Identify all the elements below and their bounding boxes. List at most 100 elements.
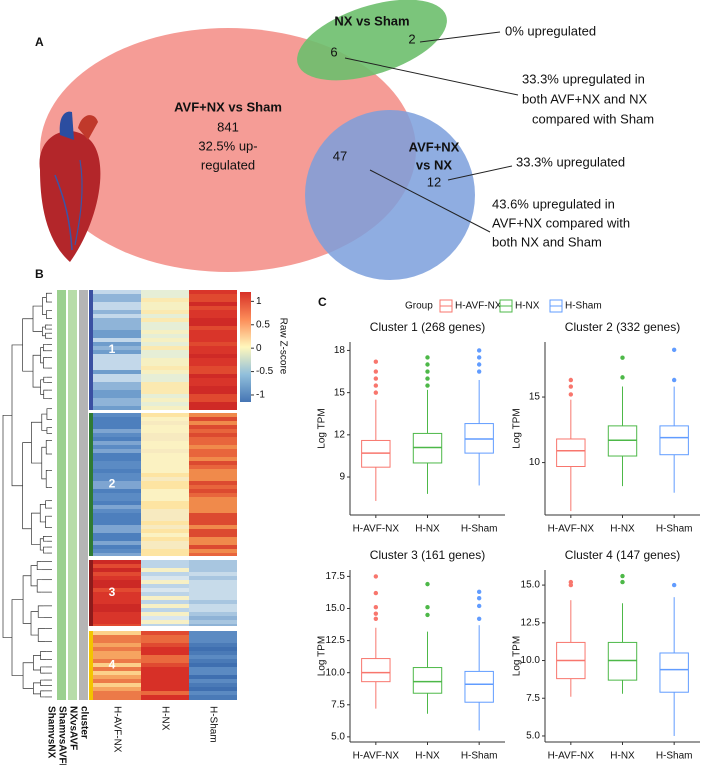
heatmap-cell <box>93 310 141 314</box>
heatmap-cell <box>141 330 189 334</box>
heatmap-cell <box>141 655 189 659</box>
venn-label: NX vs Sham <box>334 13 409 28</box>
heatmap-cell <box>93 517 141 521</box>
heatmap-cell <box>189 517 237 521</box>
outlier <box>476 348 482 353</box>
dendrogram-branch <box>30 611 39 636</box>
heatmap-cell <box>189 453 237 457</box>
heatmap-cell <box>93 509 141 513</box>
dendrogram-branch <box>46 408 50 420</box>
heatmap-cell <box>93 342 141 346</box>
heatmap-cell <box>189 608 237 612</box>
outlier <box>425 383 430 388</box>
outlier <box>425 581 430 587</box>
heatmap-cell <box>93 505 141 509</box>
y-tick-label: 18 <box>334 345 346 356</box>
heatmap-cell <box>93 560 141 564</box>
heatmap-cell <box>93 390 141 394</box>
note: both AVF+NX and NX <box>522 91 647 106</box>
heatmap-cell <box>189 533 237 537</box>
heatmap-cell <box>141 576 189 580</box>
heatmap-cell <box>141 600 189 604</box>
dendrogram-branch <box>41 446 47 480</box>
dendrogram-branch <box>39 538 44 551</box>
heatmap-cell <box>141 465 189 469</box>
heatmap-cell <box>189 493 237 497</box>
outlier <box>476 603 482 609</box>
heatmap-cell <box>141 568 189 572</box>
heatmap-cell <box>189 310 237 314</box>
outlier <box>373 574 379 579</box>
y-tick-label: 5.0 <box>526 731 540 742</box>
heatmap-cell <box>93 338 141 342</box>
heatmap-cell <box>141 310 189 314</box>
heatmap-cell <box>93 699 141 700</box>
outlier <box>671 582 677 588</box>
heatmap-cell <box>189 620 237 624</box>
heatmap-cell <box>141 604 189 608</box>
dendrogram-branch <box>31 421 42 464</box>
venn-set <box>305 110 475 280</box>
heatmap-cell <box>189 683 237 687</box>
heatmap-cell <box>93 643 141 647</box>
heatmap-cell <box>93 477 141 481</box>
outlier <box>620 375 625 380</box>
heatmap-cell <box>93 302 141 306</box>
dendrogram-branch <box>46 292 49 303</box>
annotation-label: NXvsAVF <box>67 706 78 750</box>
heatmap-cell <box>93 596 141 600</box>
colorbar-tick-label: 0.5 <box>256 319 270 330</box>
y-axis-label: Log TPM <box>512 636 523 676</box>
heatmap-cell <box>93 568 141 572</box>
outlier <box>568 377 574 383</box>
heatmap-cell <box>189 461 237 465</box>
heatmap-cell <box>189 477 237 481</box>
heatmap-cell <box>93 417 141 421</box>
dendrogram-branch <box>32 305 43 332</box>
annotation-bar <box>57 290 66 700</box>
dendrogram-branch <box>11 344 23 487</box>
heatmap-cell <box>141 647 189 651</box>
heatmap-cell <box>189 350 237 354</box>
heatmap-cell <box>93 616 141 620</box>
note: 43.6% upregulated in <box>492 196 615 211</box>
colorbar-tick-label: 0 <box>256 343 262 354</box>
heatmap-cell <box>141 338 189 342</box>
heatmap-cell <box>141 394 189 398</box>
box <box>607 641 638 681</box>
x-tick-label: H-NX <box>415 524 440 535</box>
heatmap-cell <box>141 592 189 596</box>
dendrogram-branch <box>22 662 34 689</box>
heatmap-cell <box>189 564 237 568</box>
heatmap-cell <box>141 350 189 354</box>
venn-text: 12 <box>427 174 441 189</box>
heatmap-cell <box>93 671 141 675</box>
y-tick-label: 15.0 <box>521 580 541 591</box>
heatmap-cell <box>141 322 189 326</box>
outlier <box>620 355 625 360</box>
venn-set <box>297 0 447 81</box>
heatmap-cell <box>189 358 237 362</box>
heatmap-cell <box>141 326 189 330</box>
legend-label: H-Sham <box>565 301 602 312</box>
outlier <box>373 590 379 596</box>
heatmap-cell <box>189 378 237 382</box>
heatmap-cell <box>189 457 237 461</box>
heatmap-cell <box>141 378 189 382</box>
heatmap-cell <box>189 366 237 370</box>
heatmap-cell <box>93 580 141 584</box>
dendrogram-branch <box>37 628 46 642</box>
heatmap-cell <box>141 497 189 501</box>
heatmap-cell <box>93 445 141 449</box>
heatmap-cell <box>189 549 237 553</box>
heatmap-cell <box>189 513 237 517</box>
heatmap-cell <box>189 417 237 421</box>
y-axis-label: Log TPM <box>317 408 328 448</box>
y-tick-label: 9 <box>339 472 345 483</box>
panel-label: C <box>318 295 327 309</box>
outlier <box>568 582 574 588</box>
heatmap-cell <box>93 346 141 350</box>
heatmap-cell <box>189 318 237 322</box>
heatmap-cell <box>141 659 189 663</box>
